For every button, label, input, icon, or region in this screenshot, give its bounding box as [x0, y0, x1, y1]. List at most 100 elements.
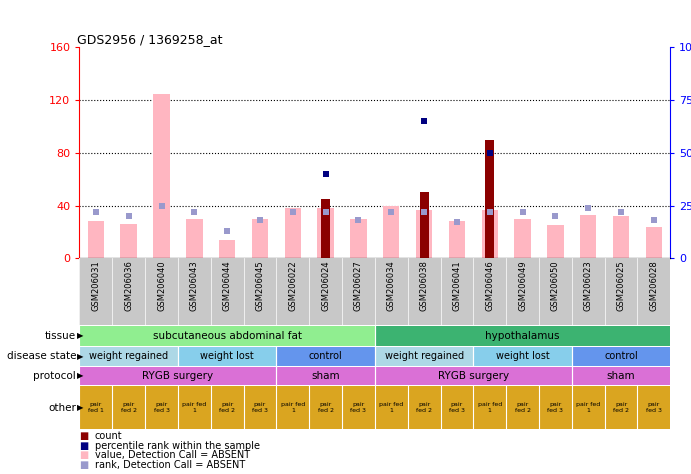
- Text: control: control: [309, 351, 343, 362]
- Text: ■: ■: [79, 450, 88, 460]
- Text: pair fed
1: pair fed 1: [379, 402, 404, 413]
- Bar: [440, 386, 473, 429]
- Text: pair
fed 3: pair fed 3: [449, 402, 465, 413]
- Text: pair fed
1: pair fed 1: [477, 402, 502, 413]
- Bar: [482, 210, 498, 258]
- Text: GSM206041: GSM206041: [453, 260, 462, 311]
- Bar: [416, 210, 433, 258]
- Text: weight regained: weight regained: [89, 351, 169, 362]
- Text: GSM206043: GSM206043: [190, 260, 199, 311]
- Bar: [605, 386, 637, 429]
- Text: pair
fed 2: pair fed 2: [416, 402, 432, 413]
- Text: pair
fed 2: pair fed 2: [219, 402, 235, 413]
- Text: pair
fed 2: pair fed 2: [318, 402, 334, 413]
- Bar: [120, 224, 137, 258]
- Bar: [547, 225, 564, 258]
- Bar: [506, 386, 539, 429]
- Bar: [211, 386, 243, 429]
- Text: tissue: tissue: [45, 331, 76, 341]
- Text: pair
fed 3: pair fed 3: [646, 402, 662, 413]
- Text: pair
fed 2: pair fed 2: [121, 402, 137, 413]
- Text: sham: sham: [312, 371, 340, 381]
- Text: RYGB surgery: RYGB surgery: [142, 371, 214, 381]
- Bar: [112, 386, 145, 429]
- Text: ■: ■: [79, 440, 88, 451]
- Text: subcutaneous abdominal fat: subcutaneous abdominal fat: [153, 331, 302, 341]
- Text: control: control: [604, 351, 638, 362]
- Bar: [571, 386, 605, 429]
- Bar: [375, 367, 571, 385]
- Text: GSM206044: GSM206044: [223, 260, 231, 311]
- Text: pair
fed 3: pair fed 3: [153, 402, 169, 413]
- Text: GSM206050: GSM206050: [551, 260, 560, 311]
- Text: pair
fed 1: pair fed 1: [88, 402, 104, 413]
- Text: pair
fed 3: pair fed 3: [547, 402, 563, 413]
- Bar: [309, 386, 342, 429]
- Bar: [473, 347, 571, 366]
- Bar: [375, 347, 473, 366]
- Bar: [243, 386, 276, 429]
- Text: pair
fed 3: pair fed 3: [252, 402, 268, 413]
- Bar: [285, 208, 301, 258]
- Bar: [350, 219, 367, 258]
- Text: GSM206049: GSM206049: [518, 260, 527, 311]
- Bar: [321, 199, 330, 258]
- Bar: [252, 219, 268, 258]
- Text: pair fed
1: pair fed 1: [182, 402, 207, 413]
- Bar: [145, 386, 178, 429]
- Bar: [79, 367, 276, 385]
- Text: weight lost: weight lost: [495, 351, 549, 362]
- Text: GSM206024: GSM206024: [321, 260, 330, 311]
- Text: GSM206034: GSM206034: [387, 260, 396, 311]
- Text: RYGB surgery: RYGB surgery: [438, 371, 509, 381]
- Bar: [178, 347, 276, 366]
- Text: GSM206028: GSM206028: [650, 260, 659, 311]
- Bar: [408, 386, 440, 429]
- Bar: [79, 347, 178, 366]
- Bar: [637, 386, 670, 429]
- Bar: [473, 386, 506, 429]
- Text: pair
fed 2: pair fed 2: [515, 402, 531, 413]
- Bar: [383, 206, 399, 258]
- Bar: [613, 216, 630, 258]
- Text: rank, Detection Call = ABSENT: rank, Detection Call = ABSENT: [95, 459, 245, 470]
- Text: other: other: [48, 402, 76, 413]
- Text: ▶: ▶: [77, 352, 84, 361]
- Bar: [571, 367, 670, 385]
- Bar: [276, 347, 375, 366]
- Bar: [79, 326, 375, 346]
- Text: disease state: disease state: [6, 351, 76, 362]
- Text: sham: sham: [607, 371, 635, 381]
- Text: pair
fed 3: pair fed 3: [350, 402, 366, 413]
- Text: pair fed
1: pair fed 1: [281, 402, 305, 413]
- Bar: [153, 93, 170, 258]
- Text: GSM206038: GSM206038: [419, 260, 428, 311]
- Bar: [276, 367, 375, 385]
- Bar: [178, 386, 211, 429]
- Bar: [375, 386, 408, 429]
- Text: pair
fed 2: pair fed 2: [613, 402, 629, 413]
- Bar: [514, 219, 531, 258]
- Text: GSM206022: GSM206022: [288, 260, 297, 311]
- Text: count: count: [95, 431, 122, 441]
- Bar: [485, 140, 494, 258]
- Text: GSM206023: GSM206023: [584, 260, 593, 311]
- Bar: [571, 347, 670, 366]
- Text: ▶: ▶: [77, 403, 84, 412]
- Bar: [419, 192, 428, 258]
- Text: ▶: ▶: [77, 372, 84, 380]
- Text: GDS2956 / 1369258_at: GDS2956 / 1369258_at: [77, 33, 222, 46]
- Text: GSM206027: GSM206027: [354, 260, 363, 311]
- Bar: [186, 219, 202, 258]
- Bar: [88, 221, 104, 258]
- Text: GSM206036: GSM206036: [124, 260, 133, 311]
- Bar: [645, 227, 662, 258]
- Bar: [580, 215, 596, 258]
- Bar: [539, 386, 571, 429]
- Bar: [276, 386, 309, 429]
- Text: GSM206025: GSM206025: [616, 260, 625, 311]
- Text: ▶: ▶: [77, 331, 84, 340]
- Text: protocol: protocol: [33, 371, 76, 381]
- Bar: [317, 208, 334, 258]
- Bar: [342, 386, 375, 429]
